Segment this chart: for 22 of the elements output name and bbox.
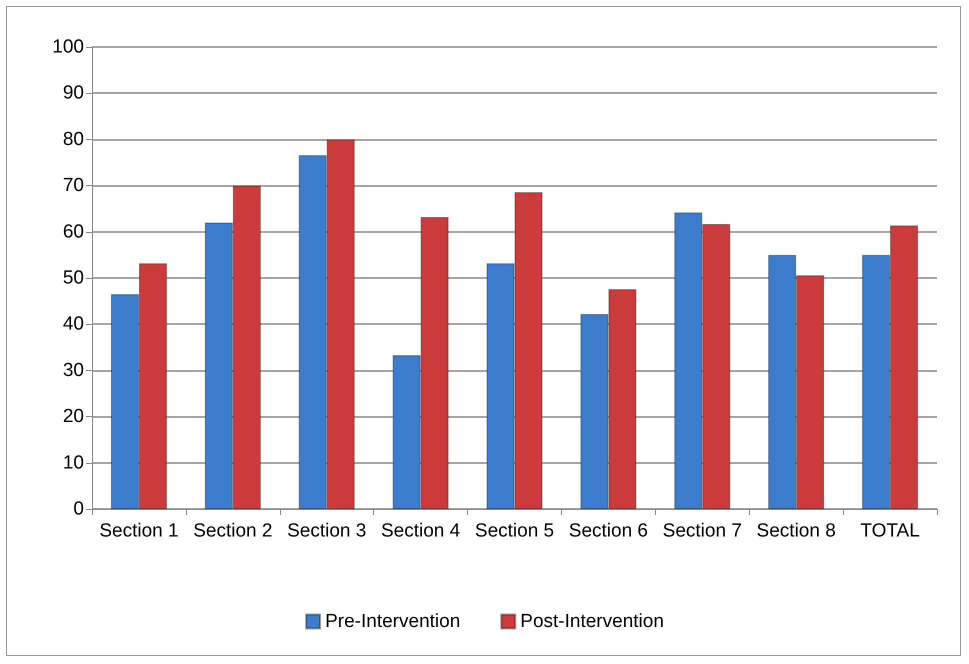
x-tick-label: Section 6 [568, 520, 648, 542]
y-tick-label: 90 [62, 82, 84, 104]
y-tick-label: 0 [73, 498, 84, 520]
x-tick-label: Section 2 [193, 520, 272, 542]
y-tick-label: 70 [62, 175, 84, 196]
x-tick-label: Section 5 [474, 520, 554, 542]
y-tick-label: 80 [62, 128, 84, 150]
x-tick-label: TOTAL [860, 520, 920, 542]
x-tick-label: Section 7 [662, 520, 742, 542]
legend-label: Pre-Intervention [325, 611, 460, 632]
x-tick-label: Section 4 [380, 520, 461, 542]
y-tick-label: 10 [62, 452, 84, 474]
y-tick-label: 30 [62, 360, 84, 381]
y-tick-label: 60 [62, 221, 84, 242]
y-tick-label: 20 [62, 406, 84, 428]
x-tick-label: Section 3 [287, 520, 366, 542]
x-tick-label: Section 1 [99, 520, 179, 542]
y-tick-label: 50 [62, 268, 84, 288]
legend-label: Post-Intervention [520, 611, 664, 632]
y-tick-label: 40 [62, 314, 84, 335]
y-tick-label: 100 [52, 36, 84, 58]
x-tick-label: Section 8 [756, 520, 836, 542]
